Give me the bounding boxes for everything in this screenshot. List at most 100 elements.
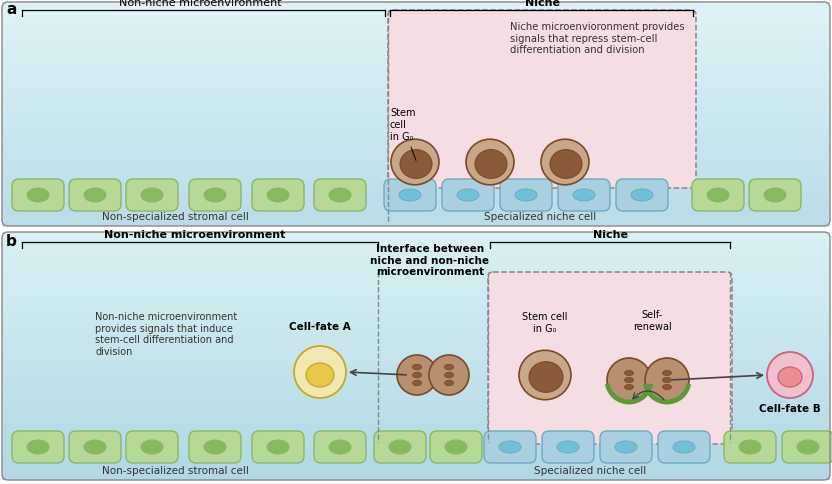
Bar	[2, 406, 830, 412]
Bar	[2, 306, 830, 313]
Ellipse shape	[444, 364, 453, 370]
FancyBboxPatch shape	[616, 179, 668, 211]
Text: Stem
cell
in G₀: Stem cell in G₀	[390, 108, 416, 160]
Bar	[2, 461, 830, 468]
Bar	[2, 350, 830, 356]
Ellipse shape	[444, 372, 453, 378]
FancyBboxPatch shape	[488, 272, 732, 444]
Bar	[2, 232, 830, 238]
Ellipse shape	[429, 355, 469, 395]
Ellipse shape	[397, 355, 437, 395]
Bar	[2, 58, 830, 63]
FancyBboxPatch shape	[500, 179, 552, 211]
Ellipse shape	[573, 189, 595, 201]
Ellipse shape	[413, 380, 422, 386]
Ellipse shape	[625, 370, 633, 376]
Text: Non-specialized stromal cell: Non-specialized stromal cell	[102, 212, 249, 222]
Ellipse shape	[767, 352, 813, 398]
Ellipse shape	[519, 350, 571, 400]
Ellipse shape	[141, 188, 163, 202]
Bar	[2, 103, 830, 108]
FancyBboxPatch shape	[388, 10, 696, 188]
Bar	[2, 204, 830, 209]
FancyBboxPatch shape	[314, 431, 366, 463]
Bar	[2, 393, 830, 399]
Ellipse shape	[529, 362, 563, 393]
Bar	[2, 356, 830, 362]
Ellipse shape	[607, 358, 651, 402]
Bar	[2, 24, 830, 30]
Bar	[2, 282, 830, 288]
Ellipse shape	[294, 346, 346, 398]
FancyBboxPatch shape	[782, 431, 832, 463]
Text: a: a	[6, 2, 17, 17]
FancyBboxPatch shape	[252, 431, 304, 463]
Bar	[2, 80, 830, 86]
Ellipse shape	[739, 440, 761, 454]
Ellipse shape	[778, 367, 802, 387]
Ellipse shape	[413, 372, 422, 378]
Bar	[2, 148, 830, 153]
FancyBboxPatch shape	[484, 431, 536, 463]
Ellipse shape	[329, 440, 351, 454]
Bar	[2, 30, 830, 36]
Ellipse shape	[625, 378, 633, 382]
Ellipse shape	[662, 370, 671, 376]
Bar	[2, 263, 830, 269]
Ellipse shape	[631, 189, 653, 201]
Bar	[2, 418, 830, 424]
Text: Stem cell
in G₀: Stem cell in G₀	[522, 312, 567, 334]
Bar	[2, 125, 830, 131]
Bar	[2, 13, 830, 19]
Bar	[2, 176, 830, 181]
Bar	[2, 187, 830, 193]
Text: Specialized niche cell: Specialized niche cell	[534, 466, 646, 476]
FancyBboxPatch shape	[658, 431, 710, 463]
Bar	[2, 114, 830, 120]
Ellipse shape	[541, 139, 589, 185]
Ellipse shape	[27, 440, 49, 454]
FancyBboxPatch shape	[384, 179, 436, 211]
Ellipse shape	[797, 440, 819, 454]
Ellipse shape	[204, 440, 226, 454]
Bar	[2, 36, 830, 41]
Bar	[2, 91, 830, 97]
Bar	[2, 375, 830, 381]
Bar	[2, 97, 830, 103]
Bar	[2, 399, 830, 406]
Text: Niche microenvioronment provides
signals that repress stem-cell
differentiation : Niche microenvioronment provides signals…	[510, 22, 685, 55]
Ellipse shape	[400, 150, 432, 179]
Bar	[2, 120, 830, 125]
Bar	[2, 244, 830, 251]
Ellipse shape	[550, 150, 582, 179]
Ellipse shape	[444, 380, 453, 386]
Bar	[2, 455, 830, 461]
Bar	[2, 2, 830, 8]
Bar	[2, 170, 830, 176]
Ellipse shape	[204, 188, 226, 202]
FancyBboxPatch shape	[314, 179, 366, 211]
Ellipse shape	[764, 188, 786, 202]
Ellipse shape	[625, 384, 633, 390]
Ellipse shape	[662, 384, 671, 390]
Text: Niche: Niche	[524, 0, 559, 8]
Ellipse shape	[445, 440, 467, 454]
FancyBboxPatch shape	[69, 179, 121, 211]
Bar	[2, 108, 830, 114]
Ellipse shape	[391, 139, 439, 185]
Ellipse shape	[399, 189, 421, 201]
Text: Interface between
niche and non-niche
microenvironment: Interface between niche and non-niche mi…	[370, 244, 489, 277]
Ellipse shape	[475, 150, 507, 179]
FancyBboxPatch shape	[12, 179, 64, 211]
Bar	[2, 136, 830, 142]
Bar	[2, 165, 830, 170]
FancyBboxPatch shape	[430, 431, 482, 463]
Ellipse shape	[515, 189, 537, 201]
Bar	[2, 238, 830, 244]
FancyBboxPatch shape	[442, 179, 494, 211]
Ellipse shape	[557, 441, 579, 453]
Bar	[2, 430, 830, 437]
FancyBboxPatch shape	[600, 431, 652, 463]
Bar	[2, 424, 830, 430]
Bar	[2, 19, 830, 24]
